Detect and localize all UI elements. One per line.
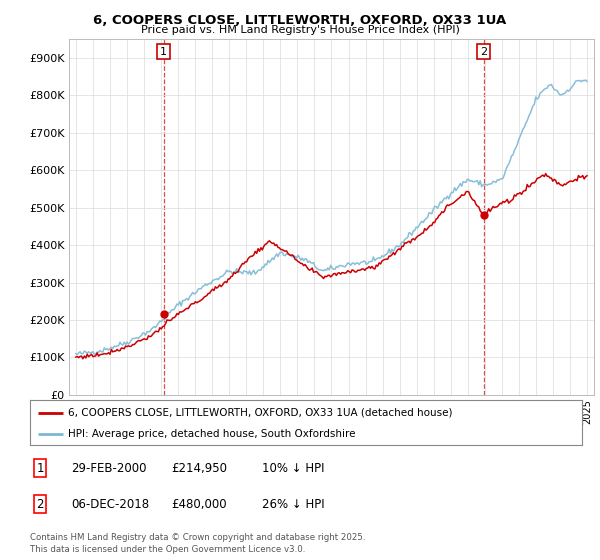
Text: 2: 2 (36, 498, 44, 511)
Text: HPI: Average price, detached house, South Oxfordshire: HPI: Average price, detached house, Sout… (68, 429, 355, 439)
Text: Price paid vs. HM Land Registry's House Price Index (HPI): Price paid vs. HM Land Registry's House … (140, 25, 460, 35)
Text: 06-DEC-2018: 06-DEC-2018 (71, 498, 149, 511)
Text: 2: 2 (480, 46, 487, 57)
Text: 29-FEB-2000: 29-FEB-2000 (71, 461, 147, 474)
Text: 1: 1 (160, 46, 167, 57)
Text: 6, COOPERS CLOSE, LITTLEWORTH, OXFORD, OX33 1UA (detached house): 6, COOPERS CLOSE, LITTLEWORTH, OXFORD, O… (68, 408, 452, 418)
Text: 26% ↓ HPI: 26% ↓ HPI (262, 498, 325, 511)
Text: 10% ↓ HPI: 10% ↓ HPI (262, 461, 325, 474)
Text: Contains HM Land Registry data © Crown copyright and database right 2025.
This d: Contains HM Land Registry data © Crown c… (30, 533, 365, 554)
Text: 6, COOPERS CLOSE, LITTLEWORTH, OXFORD, OX33 1UA: 6, COOPERS CLOSE, LITTLEWORTH, OXFORD, O… (94, 14, 506, 27)
Text: 1: 1 (36, 461, 44, 474)
Text: £480,000: £480,000 (171, 498, 226, 511)
Text: £214,950: £214,950 (171, 461, 227, 474)
